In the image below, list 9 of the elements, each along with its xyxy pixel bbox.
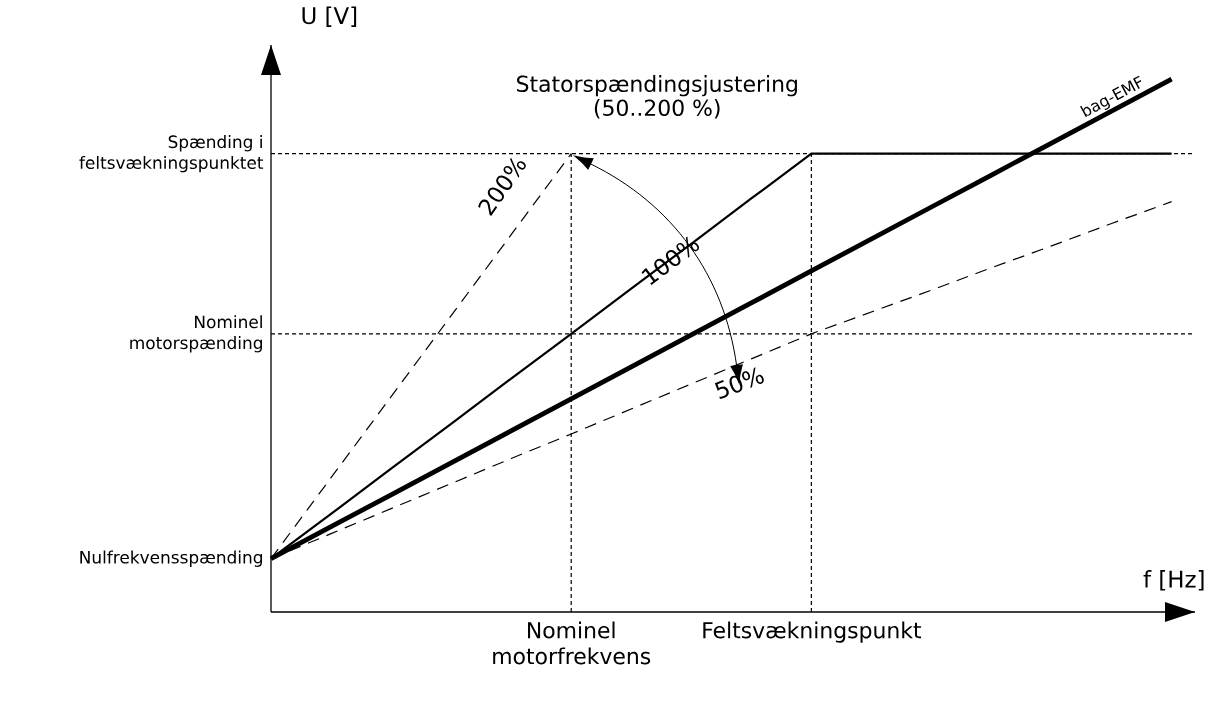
y-axis-title: U [V] [302,6,357,27]
ref-line-label: Spænding i feltsvækningspunktet [79,135,264,173]
ref-line-label: Nominel motorspænding [130,315,262,353]
x-tick-label: Nominel motorfrekvens [493,621,651,665]
x-axis-title: f [Hz] [1143,570,1204,591]
chart-title: Statorspændingsjustering (50..200 %) [517,75,797,119]
text: 50% [714,367,764,399]
x-tick-label: Feltsvækningspunkt [703,621,922,643]
text: Nulfrekvensspænding [80,550,262,567]
